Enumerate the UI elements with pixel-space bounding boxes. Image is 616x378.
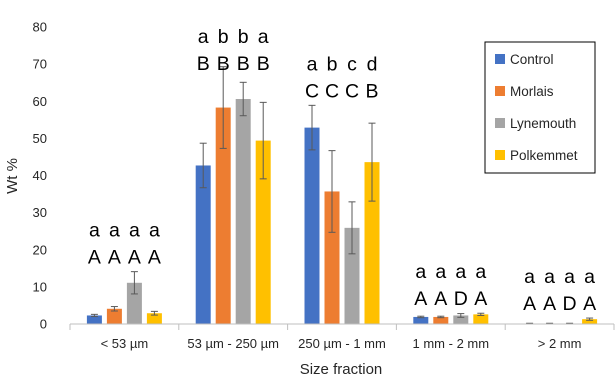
significance-letter-upper: A (108, 247, 121, 269)
significance-letter-lower: a (149, 220, 160, 242)
significance-letter-lower: a (129, 220, 140, 242)
significance-letter-lower: a (89, 220, 100, 242)
significance-letter-lower: b (238, 26, 249, 48)
y-axis-title: Wt % (4, 158, 21, 194)
significance-letter-upper: A (523, 293, 536, 315)
significance-letter-upper: A (434, 288, 447, 310)
significance-letter-upper: A (88, 247, 101, 269)
significance-letter-upper: D (563, 293, 577, 315)
bar-control (195, 165, 211, 324)
significance-letter-lower: a (524, 266, 535, 288)
legend-swatch (495, 86, 505, 96)
y-tick-label: 30 (33, 205, 47, 220)
bar-lynemouth (453, 315, 469, 324)
significance-letter-upper: D (454, 288, 468, 310)
legend-label: Control (510, 52, 554, 67)
x-axis: < 53 µm 53 µm - 250 µm 250 µm - 1 mm 1 mm -… (69, 323, 615, 351)
bar-polkemmet (473, 314, 489, 324)
y-tick-label: 40 (33, 168, 47, 183)
significance-letter-upper: C (305, 80, 319, 102)
x-tick-label: 250 µm - 1 mm (298, 336, 386, 351)
significance-letter-upper: C (325, 80, 339, 102)
y-tick-label: 50 (33, 131, 47, 146)
legend-swatch (495, 54, 505, 64)
significance-letter-lower: a (584, 266, 595, 288)
significance-letter-lower: d (367, 53, 378, 75)
y-tick-label: 70 (33, 57, 47, 72)
significance-letter-upper: B (365, 80, 378, 102)
significance-letter-upper: C (345, 80, 359, 102)
x-tick-label: 53 µm - 250 µm (187, 336, 279, 351)
y-tick-label: 0 (40, 317, 47, 332)
significance-letter-upper: B (197, 53, 210, 75)
bar-morlais (106, 308, 122, 324)
bar-lynemouth (126, 282, 142, 324)
legend-label: Polkemmet (510, 148, 578, 163)
bar-series (86, 99, 598, 325)
legend-label: Lynemouth (510, 116, 576, 131)
bar-lynemouth (344, 227, 360, 324)
significance-letter-lower: a (544, 266, 555, 288)
error-bars (90, 66, 594, 325)
bar-control (413, 316, 429, 324)
y-tick-label: 20 (33, 242, 47, 257)
bar-polkemmet (364, 162, 380, 324)
bar-polkemmet (146, 313, 162, 324)
significance-letter-upper: A (128, 247, 141, 269)
significance-letter-upper: B (217, 53, 230, 75)
legend: Control Morlais Lynemouth Polkemmet (484, 41, 596, 174)
y-tick-label: 10 (33, 279, 47, 294)
significance-letter-upper: A (414, 288, 427, 310)
significance-letter-lower: a (435, 261, 446, 283)
y-tick-label: 60 (33, 94, 47, 109)
legend-swatch (495, 150, 505, 160)
bar-lynemouth (235, 99, 251, 325)
legend-swatch (495, 118, 505, 128)
legend-label: Morlais (510, 84, 554, 99)
bar-control (304, 127, 320, 324)
significance-letter-lower: a (307, 53, 318, 75)
bar-morlais (324, 191, 340, 324)
significance-letter-lower: a (109, 220, 120, 242)
significance-letter-upper: A (474, 288, 487, 310)
x-tick-label: > 2 mm (538, 336, 582, 351)
y-tick-label: 80 (33, 20, 47, 35)
significance-letter-lower: a (258, 26, 269, 48)
bar-polkemmet (255, 140, 271, 324)
significance-letter-lower: b (218, 26, 229, 48)
significance-letter-upper: B (257, 53, 270, 75)
y-axis: 0 10 20 30 40 50 60 70 80 (33, 20, 47, 332)
bar-control (86, 315, 102, 324)
significance-letter-lower: b (327, 53, 338, 75)
significance-letter-lower: c (347, 53, 357, 75)
bar-morlais (433, 316, 449, 324)
significance-letter-upper: B (237, 53, 250, 75)
significance-letter-lower: a (455, 261, 466, 283)
bar-morlais (215, 107, 231, 324)
significance-letter-upper: A (543, 293, 556, 315)
x-tick-label: 1 mm - 2 mm (413, 336, 490, 351)
significance-letter-upper: A (583, 293, 596, 315)
significance-letter-lower: a (564, 266, 575, 288)
x-tick-label: < 53 µm (101, 336, 149, 351)
significance-letter-lower: a (415, 261, 426, 283)
significance-letter-upper: A (148, 247, 161, 269)
bar-polkemmet (582, 319, 598, 324)
significance-letter-lower: a (198, 26, 209, 48)
x-axis-title: Size fraction (300, 361, 383, 378)
significance-letter-lower: a (475, 261, 486, 283)
